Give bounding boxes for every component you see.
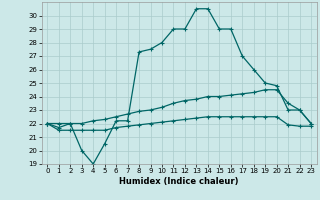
X-axis label: Humidex (Indice chaleur): Humidex (Indice chaleur) [119,177,239,186]
